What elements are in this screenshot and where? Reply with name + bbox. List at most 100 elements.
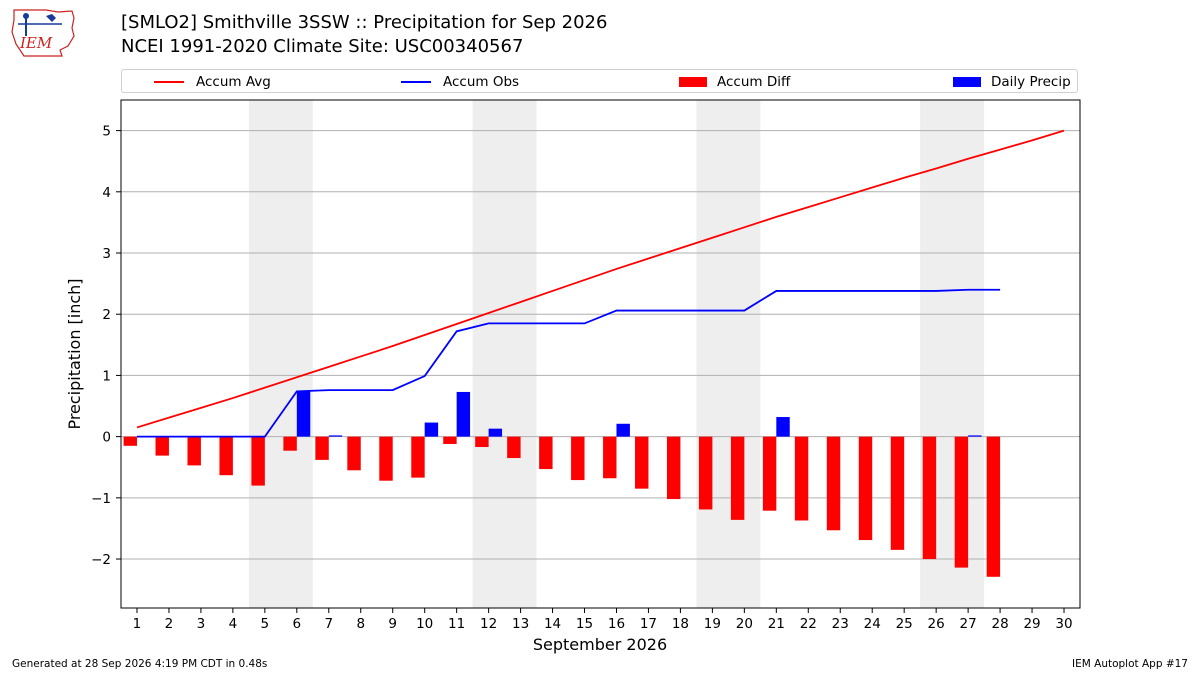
accum-diff-bar [858,436,873,541]
legend-item-accum-avg: Accum Avg [154,70,271,94]
accum-diff-bar [443,436,457,444]
accum-diff-bar [539,436,553,470]
daily-precip-bar [296,391,311,437]
legend-swatch-accum-diff [679,77,707,87]
daily-precip-bar [488,428,503,437]
x-tick-label: 16 [608,616,625,632]
accum-diff-bar [666,436,681,500]
x-tick-label: 22 [800,616,817,632]
y-tick-label: −1 [91,491,111,507]
accum-diff-bar [762,436,777,511]
chart-title: [SMLO2] Smithville 3SSW :: Precipitation… [121,12,608,33]
accum-diff-bar [155,436,169,456]
x-tick-label: 25 [896,616,913,632]
legend-item-accum-diff: Accum Diff [679,70,790,94]
y-tick-label: 0 [102,430,111,446]
accum-diff-bar [283,436,297,451]
x-tick-label: 9 [388,616,397,632]
x-tick-label: 24 [864,616,881,632]
x-tick-label: 18 [672,616,689,632]
y-axis-label: Precipitation [inch] [65,278,84,429]
x-tick-label: 7 [324,616,333,632]
x-tick-label: 15 [576,616,593,632]
x-tick-label: 12 [480,616,497,632]
chart-subtitle: NCEI 1991-2020 Climate Site: USC00340567 [121,36,524,57]
x-tick-label: 8 [356,616,365,632]
iem-logo: IEM [11,9,75,57]
legend-swatch-accum-obs [401,81,431,83]
daily-precip-bar [776,417,790,437]
accum-diff-bar [635,436,649,489]
legend-item-accum-obs: Accum Obs [401,70,519,94]
weekend-band [472,100,537,608]
x-tick-label: 26 [928,616,945,632]
x-axis-label: September 2026 [533,635,667,654]
accum-diff-bar [922,436,937,560]
svg-text:IEM: IEM [19,34,53,52]
accum-avg-line [136,129,1065,429]
x-tick-label: 30 [1055,616,1072,632]
x-tick-label: 14 [544,616,561,632]
accum-diff-bar [411,436,425,478]
weekend-band [248,100,313,608]
legend-item-daily-precip: Daily Precip [953,70,1071,94]
daily-precip-bar [424,422,439,437]
accum-diff-bar [571,436,585,481]
plot-frame [120,99,1081,609]
daily-precip-bar [968,435,982,437]
accum-diff-bar [507,436,521,459]
x-tick-label: 27 [960,616,977,632]
x-tick-label: 21 [768,616,785,632]
app-credit: IEM Autoplot App #17 [1072,658,1188,670]
y-tick-label: 3 [102,246,111,262]
x-tick-label: 19 [704,616,721,632]
accum-diff-bar [698,436,713,510]
legend-swatch-daily-precip [953,77,981,87]
generated-timestamp: Generated at 28 Sep 2026 4:19 PM CDT in … [12,658,268,670]
y-tick-label: 1 [102,368,111,384]
x-tick-label: 20 [736,616,753,632]
legend-label: Accum Diff [717,74,791,90]
accum-diff-bar [603,436,617,479]
accum-diff-bar [187,436,201,466]
accum-diff-bar [730,436,745,520]
accum-diff-bar [794,436,809,521]
daily-precip-bar [616,423,630,437]
accum-diff-bar [890,436,905,550]
accum-diff-bar [379,436,393,481]
x-tick-label: 6 [293,616,302,632]
x-tick-label: 2 [165,616,174,632]
accum-diff-bar [315,436,329,460]
x-tick-label: 10 [416,616,433,632]
daily-precip-bar [328,435,343,437]
accum-diff-bar [251,436,265,486]
y-tick-label: 5 [102,124,111,140]
x-tick-label: 13 [512,616,529,632]
x-tick-label: 23 [832,616,849,632]
accum-diff-bar [347,436,361,471]
accum-diff-bar [219,436,233,476]
x-tick-label: 11 [448,616,465,632]
chart-legend: Accum Avg Accum Obs Accum Diff Daily Pre… [121,69,1078,93]
legend-label: Daily Precip [991,74,1071,90]
x-tick-label: 4 [229,616,238,632]
x-tick-label: 3 [197,616,206,632]
accum-diff-bar [123,436,137,446]
accum-diff-bar [986,436,1001,577]
y-tick-label: 2 [102,307,111,323]
x-tick-label: 17 [640,616,657,632]
y-tick-label: 4 [102,185,111,201]
x-tick-label: 28 [991,616,1008,632]
x-tick-label: 29 [1023,616,1040,632]
legend-label: Accum Avg [196,74,271,90]
y-tick-label: −2 [91,552,111,568]
legend-label: Accum Obs [443,74,520,90]
daily-precip-bar [456,391,471,437]
accum-diff-bar [475,436,489,448]
x-tick-label: 5 [261,616,270,632]
legend-swatch-accum-avg [154,81,184,83]
accum-diff-bar [954,436,969,568]
x-tick-label: 1 [133,616,142,632]
accum-obs-line [136,288,1001,438]
